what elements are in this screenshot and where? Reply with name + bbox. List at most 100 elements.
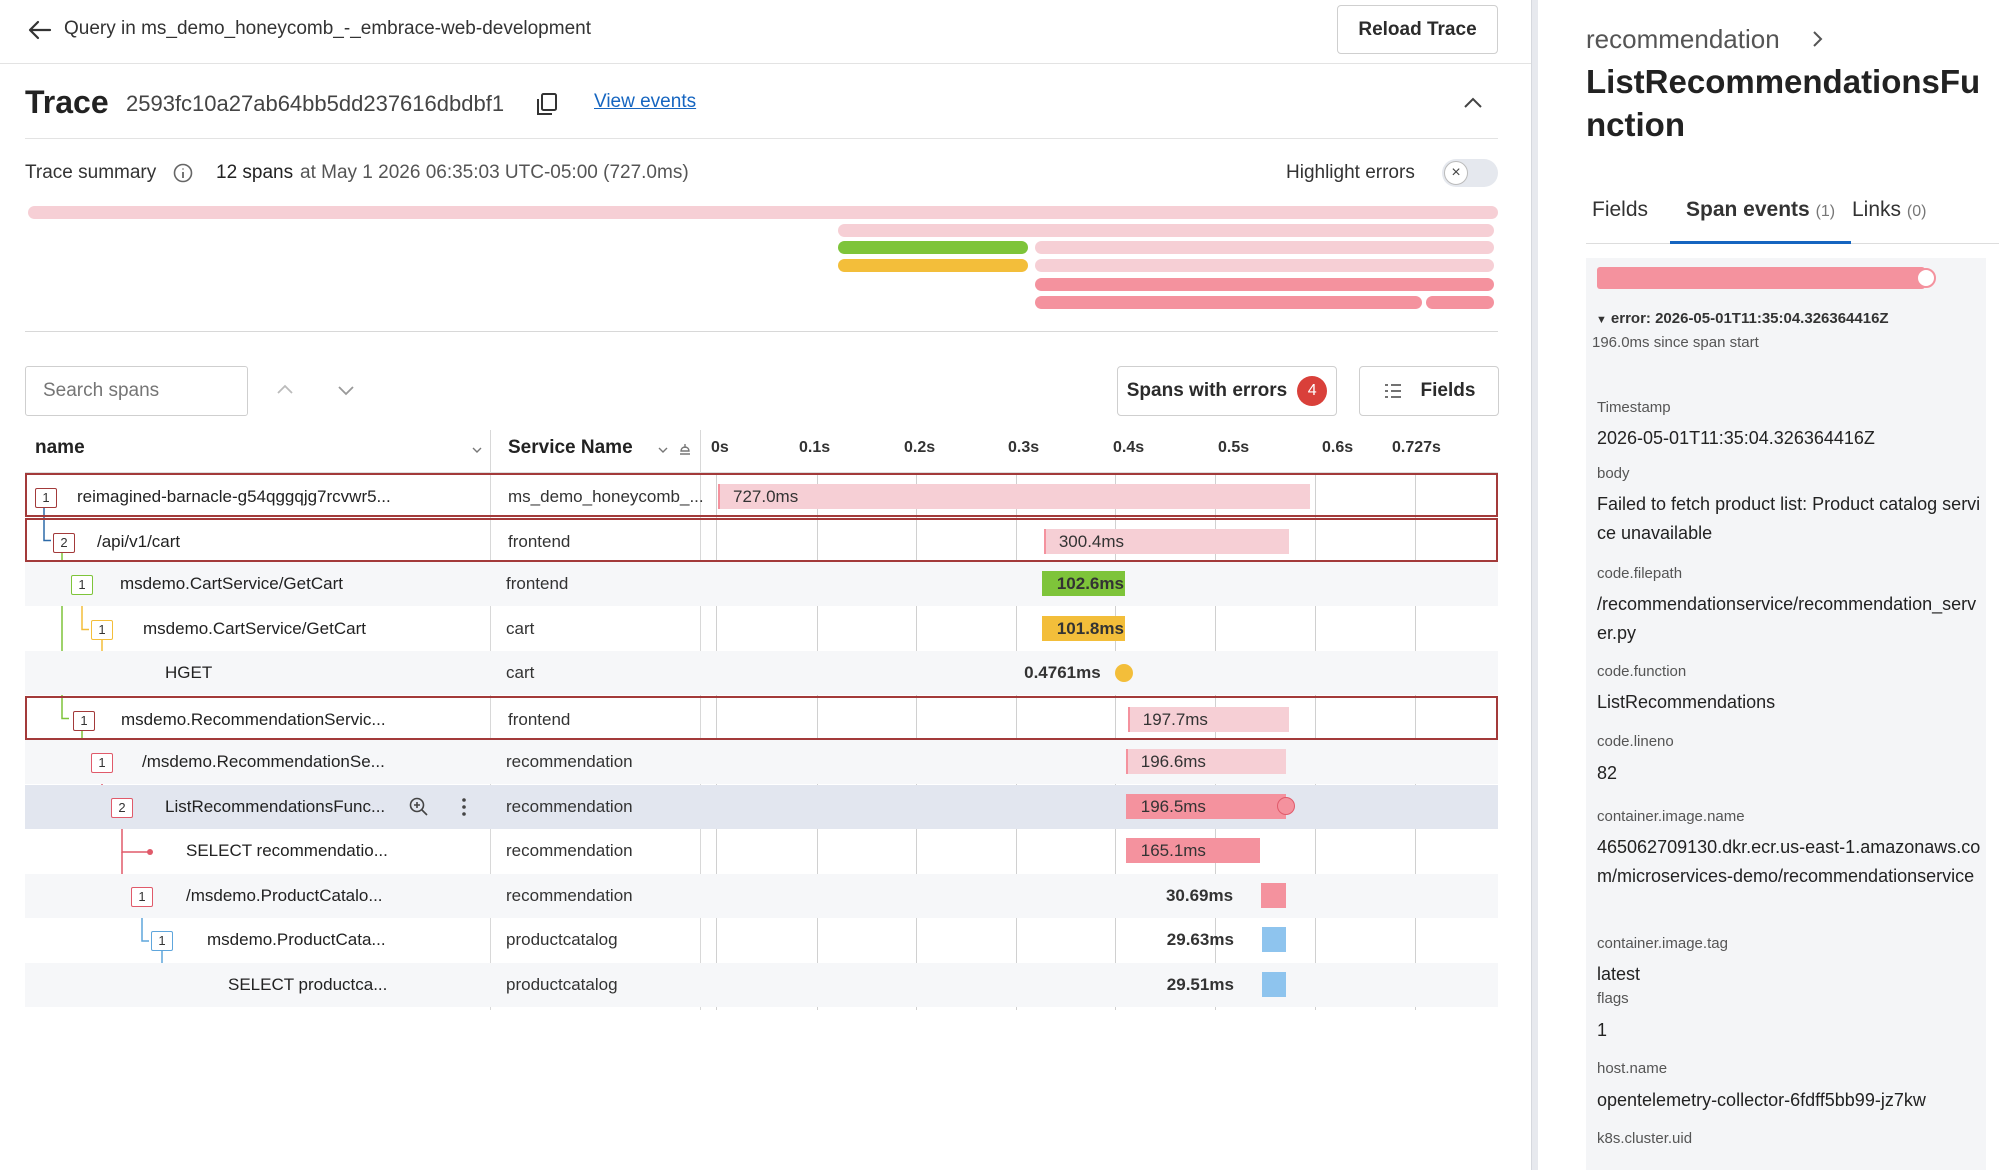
tab-label: Fields	[1592, 198, 1649, 221]
chevron-up-icon[interactable]	[1460, 90, 1486, 116]
child-count-badge[interactable]: 1	[91, 753, 113, 773]
highlight-errors-toggle[interactable]: ×	[1442, 159, 1498, 187]
span-bar[interactable]	[1125, 793, 1286, 819]
fields-button-label: Fields	[1420, 380, 1476, 401]
field-value[interactable]: opentelemetry-collector-6fdff5bb99-jz7kw	[1597, 1090, 1926, 1110]
info-icon[interactable]	[172, 162, 194, 184]
field-value[interactable]: 2026-05-01T11:35:04.326364416Z	[1597, 428, 1875, 448]
span-row[interactable]: 2/api/v1/cart frontend 300.4ms	[25, 517, 1498, 562]
span-row[interactable]: 1/msdemo.ProductCatalo... recommendation 3…	[25, 873, 1498, 918]
tab-count: (0)	[1906, 203, 1927, 220]
reload-trace-button[interactable]: Reload Trace	[1337, 5, 1498, 54]
pane-resize-handle[interactable]	[1531, 0, 1538, 1170]
span-row[interactable]: 1 reimagined-barnacle-g54qggqjg7rcvwr5...…	[25, 473, 1498, 517]
span-bar[interactable]	[1261, 971, 1286, 997]
child-count-badge[interactable]: 1	[151, 931, 173, 951]
service-name: productcatalog	[506, 974, 618, 994]
pin-icon[interactable]	[678, 443, 692, 457]
spans-with-errors-button[interactable]: Spans with errors 4	[1117, 366, 1337, 416]
span-bar[interactable]	[1041, 571, 1126, 596]
span-name: SELECT productca...	[228, 974, 388, 994]
span-duration: 101.8ms	[1056, 618, 1124, 638]
span-bar[interactable]	[1115, 664, 1134, 682]
service-name: frontend	[506, 574, 569, 593]
column-header-name[interactable]: name	[35, 437, 85, 458]
columns-icon	[1384, 384, 1401, 398]
field-value[interactable]: /recommendationservice/recommendation_se…	[1597, 594, 1977, 643]
zoom-in-icon[interactable]	[408, 796, 430, 818]
field-value[interactable]: ListRecommendations	[1597, 692, 1776, 712]
child-count-badge[interactable]: 1	[71, 575, 93, 595]
span-row[interactable]: 1/msdemo.RecommendationSe... recommendati…	[25, 740, 1498, 784]
event-header[interactable]: ▼ error: 2026-05-01T11:35:04.326364416Z	[1596, 310, 1889, 327]
field-key: code.lineno	[1597, 733, 1674, 750]
span-bar[interactable]	[1261, 927, 1286, 952]
error-event-marker[interactable]	[1276, 796, 1295, 815]
minimap-bar	[838, 241, 1028, 254]
field-value[interactable]: Failed to fetch product list: Product ca…	[1597, 494, 1981, 543]
fields-button[interactable]: Fields	[1359, 366, 1499, 416]
span-count: 12 spans	[216, 162, 294, 183]
divider	[25, 331, 1498, 332]
search-spans-input[interactable]	[25, 366, 248, 416]
child-count-badge[interactable]: 2	[111, 797, 133, 818]
span-bar[interactable]	[1127, 706, 1289, 732]
service-name: cart	[506, 663, 535, 682]
more-options-icon[interactable]	[453, 796, 475, 818]
span-duration: 300.4ms	[1058, 531, 1125, 551]
span-row[interactable]: SELECT recommendatio... recommendation 165…	[25, 829, 1498, 873]
event-timeline-bar	[1597, 267, 1925, 289]
event-marker[interactable]	[1916, 268, 1936, 288]
divider	[25, 138, 1498, 139]
span-row[interactable]: SELECT productca... productcatalog 29.51ms	[25, 962, 1498, 1007]
child-count-badge[interactable]: 1	[73, 710, 95, 731]
field-value[interactable]: latest	[1597, 964, 1641, 984]
chevron-down-icon[interactable]	[656, 443, 670, 457]
span-row[interactable]: 2 ListRecommendationsFunc... recommendatio…	[25, 784, 1498, 829]
tab-count: (1)	[1815, 203, 1836, 220]
tab-links[interactable]: Links (0)	[1852, 198, 1926, 244]
field-value[interactable]: 1	[1597, 1020, 1608, 1040]
chevron-down-icon[interactable]	[334, 378, 358, 402]
span-name: msdemo.ProductCata...	[207, 930, 386, 949]
view-events-link[interactable]: View events	[594, 91, 697, 112]
span-name: msdemo.RecommendationServic...	[121, 709, 386, 729]
caret-down-icon: ▼	[1596, 314, 1607, 326]
minimap-bar	[1035, 259, 1494, 272]
span-duration: 197.7ms	[1142, 709, 1208, 729]
chevron-down-icon[interactable]	[470, 443, 484, 457]
field-value[interactable]: 82	[1597, 763, 1618, 783]
span-row[interactable]: 1 msdemo.ProductCata... productcatalog 29.6…	[25, 918, 1498, 962]
child-count-badge[interactable]: 2	[53, 532, 75, 553]
span-row[interactable]: 1 msdemo.RecommendationServic... frontend 1…	[25, 695, 1498, 740]
column-divider[interactable]	[490, 430, 491, 1010]
highlight-errors-label: Highlight errors	[1286, 162, 1415, 183]
column-divider[interactable]	[700, 430, 701, 1010]
copy-icon[interactable]	[533, 90, 561, 118]
span-bar[interactable]	[1043, 528, 1289, 554]
tab-label: Span events	[1686, 198, 1810, 221]
span-row[interactable]: 1 msdemo.CartService/GetCart frontend 102.6…	[25, 562, 1498, 606]
span-row[interactable]: HGET cart 0.4761ms	[25, 651, 1498, 695]
tab-fields[interactable]: Fields	[1592, 198, 1648, 244]
span-bar[interactable]	[1125, 838, 1261, 863]
span-bar[interactable]	[1041, 615, 1125, 641]
child-count-badge[interactable]: 1	[91, 619, 113, 640]
tab-span-events[interactable]: Span events (1)	[1670, 198, 1852, 244]
span-row[interactable]: 1 msdemo.CartService/GetCart cart 101.8ms	[25, 607, 1498, 651]
field-value[interactable]: 465062709130.dkr.ecr.us-east-1.amazonaws…	[1597, 837, 1981, 886]
back-arrow-icon[interactable]	[26, 16, 54, 44]
minimap-bar	[1035, 278, 1494, 291]
span-bar[interactable]	[1125, 749, 1286, 774]
breadcrumb[interactable]: recommendation	[1586, 24, 1780, 54]
span-duration: 29.63ms	[1166, 930, 1234, 949]
column-header-service[interactable]: Service Name	[508, 437, 633, 458]
chevron-up-icon[interactable]	[273, 378, 297, 402]
chevron-right-icon	[1813, 31, 1823, 47]
span-title: ListRecommendationsFunction	[1586, 63, 1981, 143]
child-count-badge[interactable]: 1	[35, 488, 57, 508]
child-count-badge[interactable]: 1	[131, 886, 153, 907]
span-bar[interactable]	[718, 484, 1311, 509]
span-bar[interactable]	[1260, 882, 1286, 908]
trace-minimap[interactable]	[25, 200, 1500, 320]
